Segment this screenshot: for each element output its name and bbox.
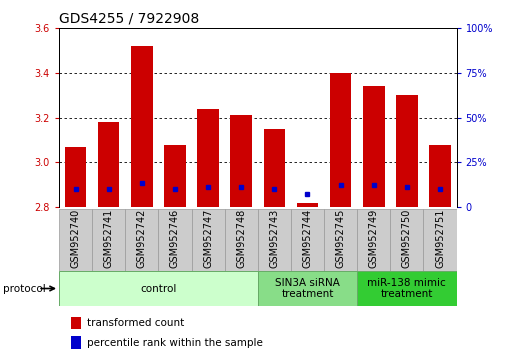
Bar xyxy=(59,209,92,271)
Text: transformed count: transformed count xyxy=(87,318,184,328)
Text: SIN3A siRNA
treatment: SIN3A siRNA treatment xyxy=(275,278,340,299)
Bar xyxy=(429,144,451,207)
Text: protocol: protocol xyxy=(3,284,45,293)
Bar xyxy=(324,209,357,271)
Text: GSM952747: GSM952747 xyxy=(203,209,213,268)
Bar xyxy=(65,147,86,207)
Text: GDS4255 / 7922908: GDS4255 / 7922908 xyxy=(59,12,199,26)
Bar xyxy=(92,209,125,271)
Text: GSM952740: GSM952740 xyxy=(71,209,81,268)
Text: GSM952741: GSM952741 xyxy=(104,209,114,268)
Bar xyxy=(191,209,225,271)
Bar xyxy=(258,209,291,271)
Text: GSM952751: GSM952751 xyxy=(435,209,445,268)
Bar xyxy=(225,209,258,271)
Bar xyxy=(357,271,457,306)
Bar xyxy=(423,209,457,271)
Text: GSM952742: GSM952742 xyxy=(137,209,147,268)
Text: GSM952750: GSM952750 xyxy=(402,209,412,268)
Bar xyxy=(291,209,324,271)
Text: GSM952745: GSM952745 xyxy=(336,209,346,268)
Bar xyxy=(297,202,318,207)
Bar xyxy=(390,209,423,271)
Bar xyxy=(131,46,152,207)
Bar xyxy=(71,316,81,329)
Bar xyxy=(363,86,385,207)
Bar xyxy=(59,271,258,306)
Bar xyxy=(396,95,418,207)
Text: percentile rank within the sample: percentile rank within the sample xyxy=(87,337,263,348)
Bar xyxy=(98,122,120,207)
Bar xyxy=(258,271,357,306)
Text: GSM952744: GSM952744 xyxy=(303,209,312,268)
Bar xyxy=(125,209,159,271)
Bar xyxy=(230,115,252,207)
Bar xyxy=(264,129,285,207)
Bar xyxy=(198,109,219,207)
Text: GSM952746: GSM952746 xyxy=(170,209,180,268)
Bar xyxy=(159,209,191,271)
Text: control: control xyxy=(140,284,176,293)
Text: GSM952743: GSM952743 xyxy=(269,209,280,268)
Text: GSM952749: GSM952749 xyxy=(369,209,379,268)
Bar xyxy=(71,336,81,349)
Bar xyxy=(164,144,186,207)
Bar xyxy=(330,73,351,207)
Text: GSM952748: GSM952748 xyxy=(236,209,246,268)
Bar xyxy=(357,209,390,271)
Text: miR-138 mimic
treatment: miR-138 mimic treatment xyxy=(367,278,446,299)
